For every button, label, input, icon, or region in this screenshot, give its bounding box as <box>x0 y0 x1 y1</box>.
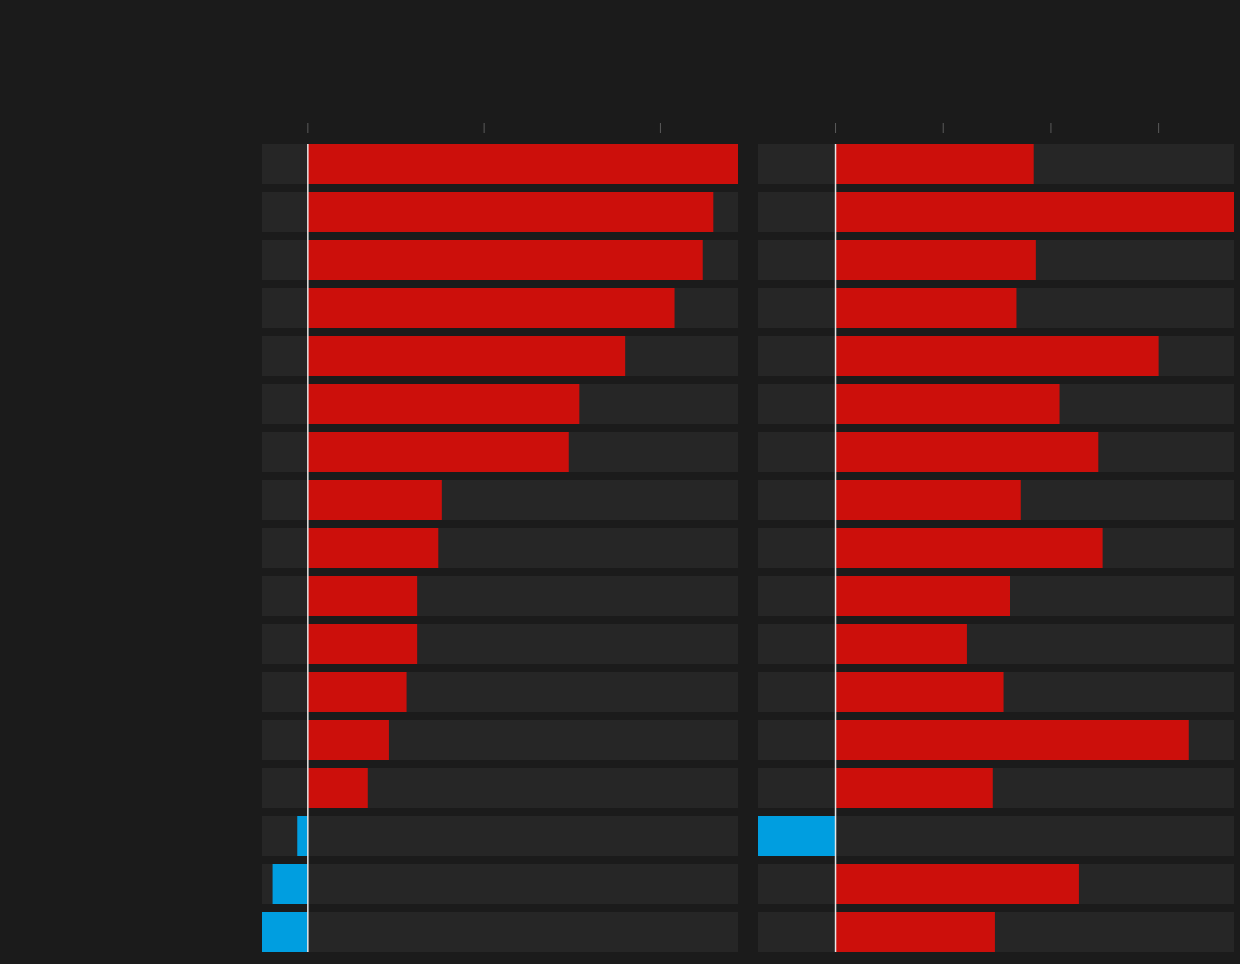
left-bar-15 <box>297 816 308 856</box>
right-bar-track-11 <box>758 624 1234 664</box>
right-bar-9 <box>835 528 1103 568</box>
left-bar-9 <box>307 528 439 568</box>
left-bar-6 <box>307 384 580 424</box>
right-bar-1 <box>835 144 1034 184</box>
right-bar-10 <box>835 576 1010 616</box>
left-bar-panel <box>262 123 738 952</box>
right-bar-track-17 <box>758 912 1234 952</box>
left-bar-8 <box>307 480 442 520</box>
right-bar-11 <box>835 624 967 664</box>
right-bar-6 <box>835 384 1060 424</box>
right-bar-3 <box>835 240 1036 280</box>
right-bar-13 <box>835 720 1189 760</box>
right-bar-16 <box>835 864 1079 904</box>
left-bar-14 <box>307 768 368 808</box>
right-bar-8 <box>835 480 1021 520</box>
left-bar-10 <box>307 576 418 616</box>
left-bar-2 <box>307 192 714 232</box>
right-bar-14 <box>835 768 993 808</box>
right-bar-track-14 <box>758 768 1234 808</box>
left-bar-track-15 <box>262 816 738 856</box>
right-bar-panel <box>758 123 1234 952</box>
left-bar-11 <box>307 624 418 664</box>
left-bar-1 <box>307 144 738 184</box>
left-bar-12 <box>307 672 407 712</box>
left-bar-track-17 <box>262 912 738 952</box>
left-bar-5 <box>307 336 626 376</box>
left-bar-16 <box>272 864 308 904</box>
left-bar-3 <box>307 240 703 280</box>
right-bar-5 <box>835 336 1159 376</box>
left-bar-17 <box>262 912 308 952</box>
right-bar-12 <box>835 672 1004 712</box>
right-bar-17 <box>835 912 995 952</box>
left-bar-7 <box>307 432 569 472</box>
left-bar-4 <box>307 288 675 328</box>
right-bar-7 <box>835 432 1099 472</box>
left-bar-track-16 <box>262 864 738 904</box>
left-bar-13 <box>307 720 389 760</box>
right-bar-2 <box>835 192 1234 232</box>
right-bar-4 <box>835 288 1017 328</box>
right-bar-track-15 <box>758 816 1234 856</box>
right-bar-15 <box>758 816 836 856</box>
